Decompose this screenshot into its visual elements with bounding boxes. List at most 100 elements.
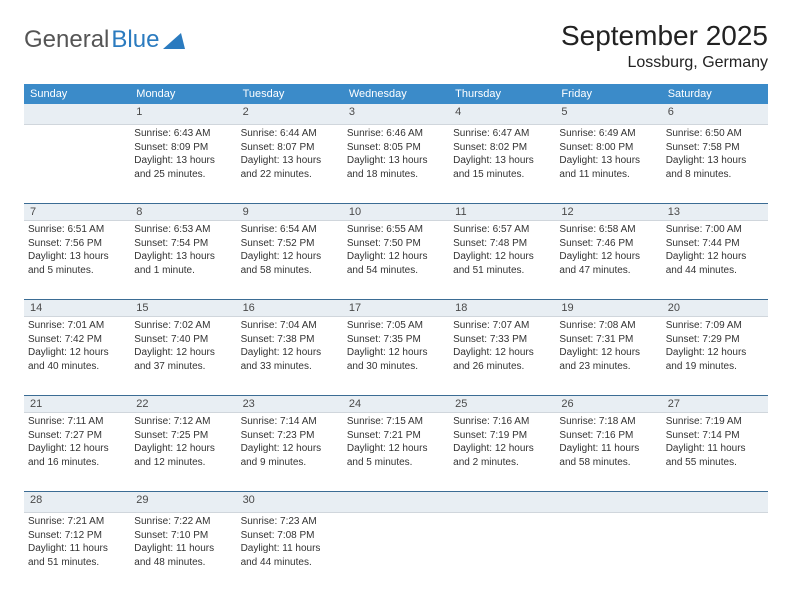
day-header: Tuesday (237, 84, 343, 104)
sun-info-line: Sunrise: 6:43 AM (134, 127, 232, 141)
location-label: Lossburg, Germany (561, 54, 768, 72)
title-block: September 2025 Lossburg, Germany (561, 20, 768, 72)
sun-info-line: Sunset: 7:33 PM (453, 333, 551, 347)
sun-info-line: Daylight: 13 hours and 5 minutes. (28, 250, 126, 277)
sun-info-line: Daylight: 12 hours and 30 minutes. (347, 346, 445, 373)
sun-info-line: Daylight: 13 hours and 1 minute. (134, 250, 232, 277)
sun-info-line: Sunrise: 7:00 AM (666, 223, 764, 237)
sun-info-line: Sunset: 7:27 PM (28, 429, 126, 443)
sun-info-line: Sunrise: 7:16 AM (453, 415, 551, 429)
sun-info-line: Sunset: 7:38 PM (241, 333, 339, 347)
sun-info-line: Sunset: 7:35 PM (347, 333, 445, 347)
day-cell: Sunrise: 7:14 AMSunset: 7:23 PMDaylight:… (237, 413, 343, 491)
day-number: 10 (343, 204, 449, 221)
day-cell: Sunrise: 6:43 AMSunset: 8:09 PMDaylight:… (130, 125, 236, 203)
sun-info-line: Sunrise: 7:04 AM (241, 319, 339, 333)
day-cell: Sunrise: 7:16 AMSunset: 7:19 PMDaylight:… (449, 413, 555, 491)
sun-info-line: Sunrise: 6:44 AM (241, 127, 339, 141)
sun-info-line: Sunrise: 6:46 AM (347, 127, 445, 141)
day-cell: Sunrise: 7:18 AMSunset: 7:16 PMDaylight:… (555, 413, 661, 491)
day-cell: Sunrise: 7:01 AMSunset: 7:42 PMDaylight:… (24, 317, 130, 395)
sun-info-line: Sunrise: 6:50 AM (666, 127, 764, 141)
sun-info-line: Daylight: 11 hours and 55 minutes. (666, 442, 764, 469)
day-header: Thursday (449, 84, 555, 104)
brand-part2: Blue (111, 26, 159, 54)
day-number: 21 (24, 396, 130, 413)
sun-info-line: Sunset: 7:40 PM (134, 333, 232, 347)
sun-info-line: Daylight: 13 hours and 8 minutes. (666, 154, 764, 181)
day-cell: Sunrise: 7:00 AMSunset: 7:44 PMDaylight:… (662, 221, 768, 299)
sun-info-line: Sunrise: 7:11 AM (28, 415, 126, 429)
sun-info-line: Daylight: 12 hours and 26 minutes. (453, 346, 551, 373)
sun-info-line: Sunset: 7:54 PM (134, 237, 232, 251)
sun-info-line: Sunset: 7:12 PM (28, 529, 126, 543)
day-number: 27 (662, 396, 768, 413)
sun-info-line: Daylight: 12 hours and 2 minutes. (453, 442, 551, 469)
sun-info-line: Daylight: 13 hours and 15 minutes. (453, 154, 551, 181)
sun-info-line: Daylight: 12 hours and 16 minutes. (28, 442, 126, 469)
sun-info-line: Daylight: 12 hours and 23 minutes. (559, 346, 657, 373)
page-header: GeneralBlue September 2025 Lossburg, Ger… (24, 20, 768, 72)
calendar-grid: SundayMondayTuesdayWednesdayThursdayFrid… (24, 84, 768, 591)
day-cell: Sunrise: 7:21 AMSunset: 7:12 PMDaylight:… (24, 513, 130, 591)
sun-info-line: Sunrise: 7:18 AM (559, 415, 657, 429)
day-cell: Sunrise: 7:09 AMSunset: 7:29 PMDaylight:… (662, 317, 768, 395)
day-cell: Sunrise: 6:58 AMSunset: 7:46 PMDaylight:… (555, 221, 661, 299)
sun-info-line: Sunrise: 7:07 AM (453, 319, 551, 333)
day-cell: Sunrise: 7:15 AMSunset: 7:21 PMDaylight:… (343, 413, 449, 491)
day-number: 15 (130, 300, 236, 317)
day-number: 13 (662, 204, 768, 221)
day-number: 22 (130, 396, 236, 413)
sun-info-line: Sunset: 7:10 PM (134, 529, 232, 543)
sun-info-line: Sunset: 7:29 PM (666, 333, 764, 347)
day-number: 8 (130, 204, 236, 221)
sun-info-line: Daylight: 12 hours and 54 minutes. (347, 250, 445, 277)
day-cell: Sunrise: 7:04 AMSunset: 7:38 PMDaylight:… (237, 317, 343, 395)
sun-info-line: Sunset: 7:08 PM (241, 529, 339, 543)
sun-info-line: Sunset: 7:25 PM (134, 429, 232, 443)
sun-info-line: Sunset: 7:46 PM (559, 237, 657, 251)
day-cell (24, 125, 130, 203)
month-title: September 2025 (561, 20, 768, 52)
sun-info-line: Sunset: 7:58 PM (666, 141, 764, 155)
sun-info-line: Sunrise: 6:58 AM (559, 223, 657, 237)
day-number: 25 (449, 396, 555, 413)
sun-info-line: Sunrise: 7:12 AM (134, 415, 232, 429)
day-number: 9 (237, 204, 343, 221)
day-number: 16 (237, 300, 343, 317)
sun-info-line: Sunrise: 7:08 AM (559, 319, 657, 333)
day-number: 2 (237, 104, 343, 125)
sun-info-line: Daylight: 11 hours and 44 minutes. (241, 542, 339, 569)
day-number: 6 (662, 104, 768, 125)
sun-info-line: Sunrise: 7:21 AM (28, 515, 126, 529)
day-number: 26 (555, 396, 661, 413)
sun-info-line: Daylight: 12 hours and 12 minutes. (134, 442, 232, 469)
day-cell: Sunrise: 6:55 AMSunset: 7:50 PMDaylight:… (343, 221, 449, 299)
sun-info-line: Daylight: 13 hours and 25 minutes. (134, 154, 232, 181)
sun-info-line: Sunset: 7:23 PM (241, 429, 339, 443)
sun-info-line: Sunrise: 6:53 AM (134, 223, 232, 237)
sun-info-line: Sunrise: 6:51 AM (28, 223, 126, 237)
day-cell: Sunrise: 7:02 AMSunset: 7:40 PMDaylight:… (130, 317, 236, 395)
day-number (24, 104, 130, 125)
sun-info-line: Daylight: 12 hours and 58 minutes. (241, 250, 339, 277)
day-cell: Sunrise: 7:07 AMSunset: 7:33 PMDaylight:… (449, 317, 555, 395)
day-number: 30 (237, 492, 343, 513)
day-number: 29 (130, 492, 236, 513)
sun-info-line: Sunrise: 6:57 AM (453, 223, 551, 237)
day-cell (555, 513, 661, 591)
day-number: 1 (130, 104, 236, 125)
sun-info-line: Sunset: 7:52 PM (241, 237, 339, 251)
day-cell: Sunrise: 6:54 AMSunset: 7:52 PMDaylight:… (237, 221, 343, 299)
day-number: 24 (343, 396, 449, 413)
sun-info-line: Daylight: 13 hours and 11 minutes. (559, 154, 657, 181)
day-number: 11 (449, 204, 555, 221)
day-cell: Sunrise: 7:22 AMSunset: 7:10 PMDaylight:… (130, 513, 236, 591)
brand-part1: General (24, 26, 109, 54)
day-cell: Sunrise: 6:44 AMSunset: 8:07 PMDaylight:… (237, 125, 343, 203)
day-cell: Sunrise: 7:08 AMSunset: 7:31 PMDaylight:… (555, 317, 661, 395)
day-cell: Sunrise: 7:12 AMSunset: 7:25 PMDaylight:… (130, 413, 236, 491)
sun-info-line: Daylight: 11 hours and 48 minutes. (134, 542, 232, 569)
day-number: 28 (24, 492, 130, 513)
sun-info-line: Sunrise: 7:05 AM (347, 319, 445, 333)
